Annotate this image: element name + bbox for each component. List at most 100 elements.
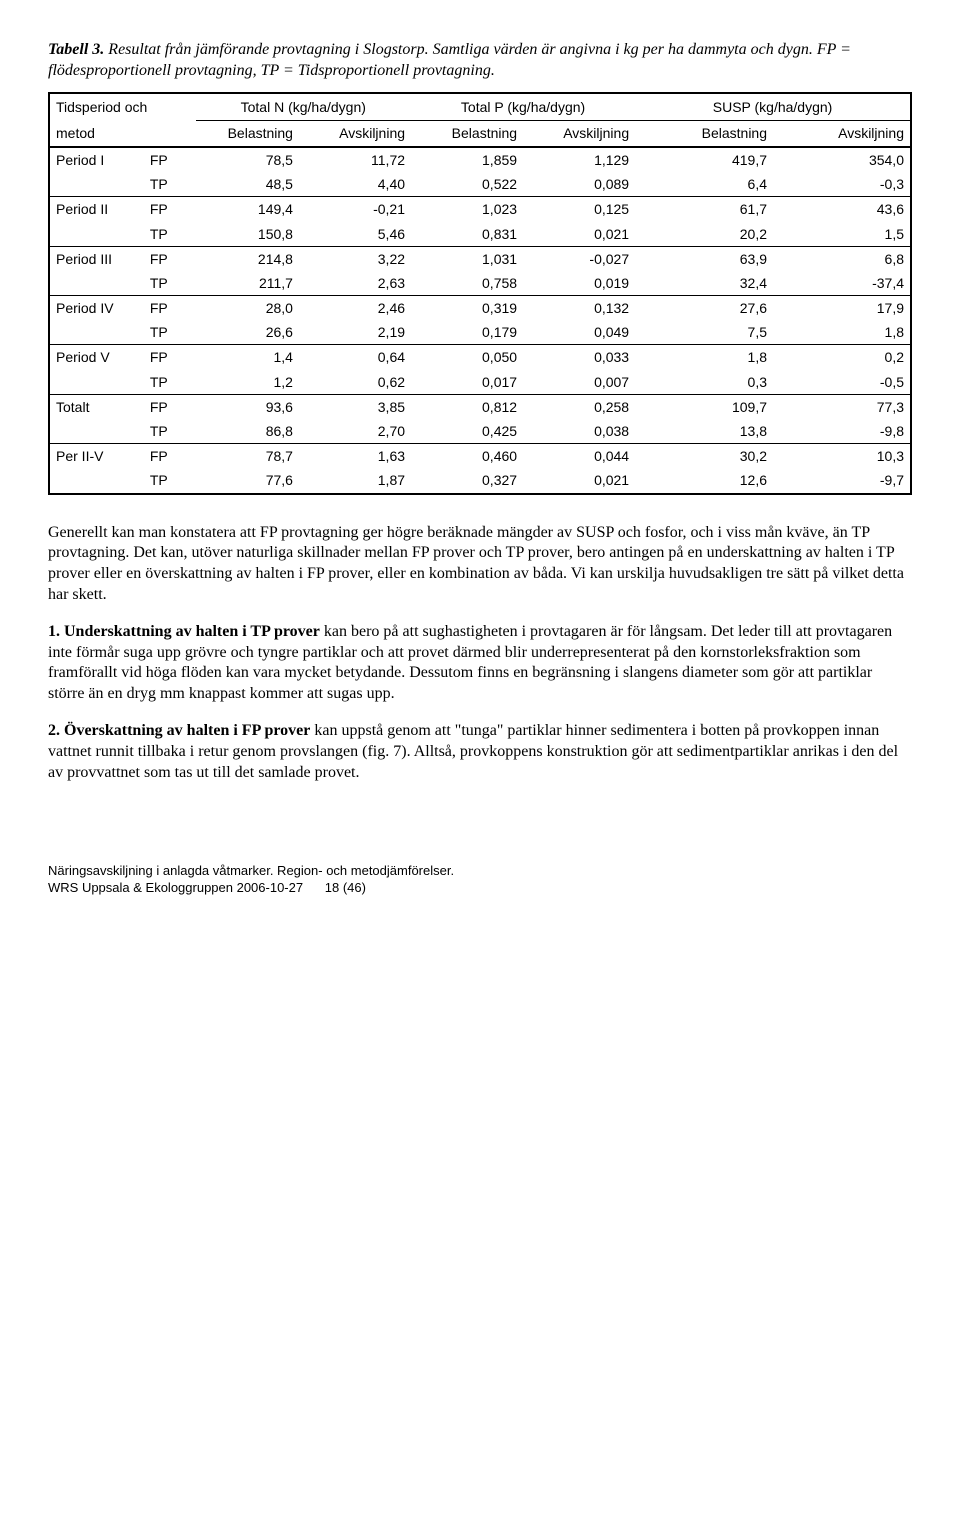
value-cell: 28,0: [196, 296, 299, 321]
value-cell: 150,8: [196, 222, 299, 247]
value-cell: 0,038: [523, 419, 635, 444]
value-cell: 0,179: [411, 320, 523, 345]
table-row: TotaltFP93,63,850,8120,258109,777,3: [49, 394, 911, 419]
value-cell: 0,425: [411, 419, 523, 444]
header2-c0: metod: [49, 120, 196, 147]
header1-c0: Tidsperiod och: [49, 93, 196, 121]
footer-line-2-right: 18 (46): [325, 880, 366, 895]
caption-label: Tabell 3.: [48, 41, 104, 58]
value-cell: 86,8: [196, 419, 299, 444]
method-cell: FP: [144, 394, 196, 419]
value-cell: 211,7: [196, 271, 299, 296]
paragraph-3-lead: 2. Överskattning av halten i FP prover: [48, 722, 310, 739]
value-cell: 2,46: [299, 296, 411, 321]
header2-c1: Belastning: [196, 120, 299, 147]
results-table: Tidsperiod och Total N (kg/ha/dygn) Tota…: [48, 92, 912, 495]
table-row: TP48,54,400,5220,0896,4-0,3: [49, 172, 911, 197]
method-cell: TP: [144, 370, 196, 395]
value-cell: 20,2: [635, 222, 773, 247]
table-header-row-1: Tidsperiod och Total N (kg/ha/dygn) Tota…: [49, 93, 911, 121]
value-cell: 32,4: [635, 271, 773, 296]
header2-c2: Avskiljning: [299, 120, 411, 147]
value-cell: 0,019: [523, 271, 635, 296]
value-cell: 26,6: [196, 320, 299, 345]
value-cell: 48,5: [196, 172, 299, 197]
value-cell: 0,64: [299, 345, 411, 370]
value-cell: 0,460: [411, 444, 523, 469]
page-footer: Näringsavskiljning i anlagda våtmarker. …: [48, 863, 912, 897]
header2-c5: Belastning: [635, 120, 773, 147]
value-cell: 0,758: [411, 271, 523, 296]
value-cell: 354,0: [773, 147, 911, 172]
value-cell: 1,031: [411, 246, 523, 271]
period-cell: Period I: [49, 147, 144, 172]
value-cell: 6,8: [773, 246, 911, 271]
method-cell: FP: [144, 147, 196, 172]
method-cell: TP: [144, 222, 196, 247]
method-cell: FP: [144, 296, 196, 321]
value-cell: 30,2: [635, 444, 773, 469]
value-cell: 0,3: [635, 370, 773, 395]
value-cell: 61,7: [635, 197, 773, 222]
table-row: Period IIIFP214,83,221,031-0,02763,96,8: [49, 246, 911, 271]
table-row: TP150,85,460,8310,02120,21,5: [49, 222, 911, 247]
value-cell: 1,4: [196, 345, 299, 370]
value-cell: -0,027: [523, 246, 635, 271]
value-cell: 0,007: [523, 370, 635, 395]
value-cell: 0,522: [411, 172, 523, 197]
value-cell: 13,8: [635, 419, 773, 444]
period-cell: Period IV: [49, 296, 144, 321]
value-cell: 1,2: [196, 370, 299, 395]
table-row: TP77,61,870,3270,02112,6-9,7: [49, 468, 911, 493]
value-cell: 2,19: [299, 320, 411, 345]
method-cell: TP: [144, 172, 196, 197]
value-cell: 1,859: [411, 147, 523, 172]
value-cell: 4,40: [299, 172, 411, 197]
value-cell: 0,258: [523, 394, 635, 419]
header1-c2: Total P (kg/ha/dygn): [411, 93, 635, 121]
table-row: Per II-VFP78,71,630,4600,04430,210,3: [49, 444, 911, 469]
header1-c1: Total N (kg/ha/dygn): [196, 93, 411, 121]
value-cell: -9,7: [773, 468, 911, 493]
value-cell: -9,8: [773, 419, 911, 444]
value-cell: 1,63: [299, 444, 411, 469]
table-row: TP1,20,620,0170,0070,3-0,5: [49, 370, 911, 395]
table-header-row-2: metod Belastning Avskiljning Belastning …: [49, 120, 911, 147]
value-cell: 0,62: [299, 370, 411, 395]
method-cell: TP: [144, 320, 196, 345]
period-cell: [49, 419, 144, 444]
period-cell: Totalt: [49, 394, 144, 419]
value-cell: 78,5: [196, 147, 299, 172]
header1-c3: SUSP (kg/ha/dygn): [635, 93, 911, 121]
value-cell: 0,132: [523, 296, 635, 321]
value-cell: 0,831: [411, 222, 523, 247]
table-body: Period IFP78,511,721,8591,129419,7354,0T…: [49, 147, 911, 494]
value-cell: 0,125: [523, 197, 635, 222]
paragraph-2-lead: 1. Underskattning av halten i TP prover: [48, 623, 320, 640]
value-cell: 0,021: [523, 468, 635, 493]
method-cell: FP: [144, 246, 196, 271]
value-cell: 63,9: [635, 246, 773, 271]
period-cell: Per II-V: [49, 444, 144, 469]
value-cell: -0,21: [299, 197, 411, 222]
value-cell: 7,5: [635, 320, 773, 345]
header2-c3: Belastning: [411, 120, 523, 147]
value-cell: 5,46: [299, 222, 411, 247]
method-cell: FP: [144, 444, 196, 469]
value-cell: 11,72: [299, 147, 411, 172]
value-cell: 214,8: [196, 246, 299, 271]
value-cell: 0,812: [411, 394, 523, 419]
value-cell: -37,4: [773, 271, 911, 296]
period-cell: [49, 370, 144, 395]
value-cell: -0,3: [773, 172, 911, 197]
paragraph-2: 1. Underskattning av halten i TP prover …: [48, 622, 912, 705]
table-row: Period IVFP28,02,460,3190,13227,617,9: [49, 296, 911, 321]
table-row: TP211,72,630,7580,01932,4-37,4: [49, 271, 911, 296]
table-row: TP86,82,700,4250,03813,8-9,8: [49, 419, 911, 444]
value-cell: 0,050: [411, 345, 523, 370]
value-cell: 0,033: [523, 345, 635, 370]
period-cell: [49, 271, 144, 296]
value-cell: 3,85: [299, 394, 411, 419]
paragraph-1: Generellt kan man konstatera att FP prov…: [48, 523, 912, 606]
value-cell: 0,319: [411, 296, 523, 321]
